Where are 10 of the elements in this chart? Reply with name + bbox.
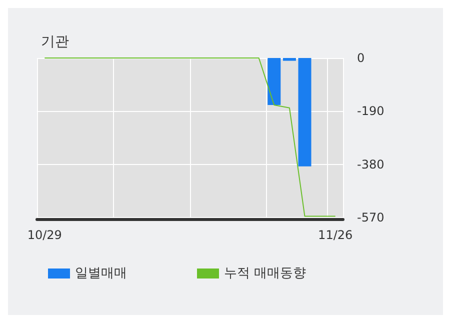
legend-label: 일별매매 xyxy=(75,266,127,281)
legend-label: 누적 매매동향 xyxy=(224,266,306,281)
y-tick-label: -570 xyxy=(357,210,384,225)
x-tick-label: 11/26 xyxy=(318,228,353,242)
y-tick-label: -190 xyxy=(357,104,384,118)
y-tick-label: 0 xyxy=(357,51,365,65)
y-tick-label: -380 xyxy=(357,157,384,172)
chart-title: 기관 xyxy=(41,34,69,50)
line-series xyxy=(44,58,336,217)
x-tick-label: 10/29 xyxy=(27,228,62,242)
